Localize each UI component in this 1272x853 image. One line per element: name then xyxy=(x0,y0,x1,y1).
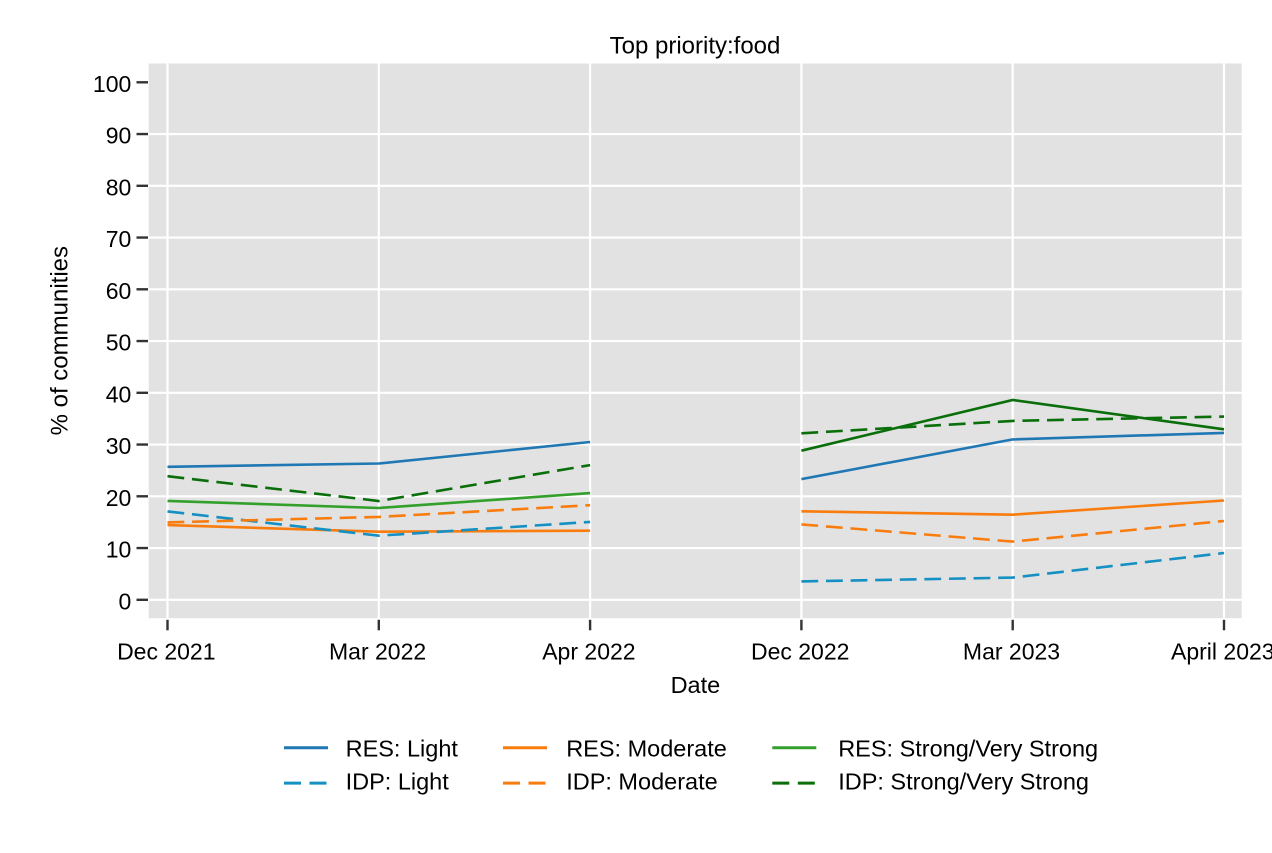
svg-text:Dec 2022: Dec 2022 xyxy=(751,639,849,665)
svg-text:Mar 2022: Mar 2022 xyxy=(329,639,426,665)
svg-text:0: 0 xyxy=(119,588,132,614)
svg-text:Mar 2023: Mar 2023 xyxy=(963,639,1060,665)
svg-text:Top priority:food: Top priority:food xyxy=(610,32,781,59)
svg-text:90: 90 xyxy=(106,123,132,149)
svg-text:IDP: Light: IDP: Light xyxy=(346,769,450,795)
svg-text:40: 40 xyxy=(106,381,132,407)
svg-text:10: 10 xyxy=(106,537,132,563)
svg-text:% of communities: % of communities xyxy=(47,246,74,435)
svg-text:50: 50 xyxy=(106,330,132,356)
svg-text:RES: Light: RES: Light xyxy=(346,736,459,762)
svg-text:Apr 2022: Apr 2022 xyxy=(542,639,635,665)
svg-text:April 2023: April 2023 xyxy=(1171,639,1272,665)
svg-text:100: 100 xyxy=(93,71,131,97)
svg-text:Date: Date xyxy=(671,672,721,698)
svg-text:20: 20 xyxy=(106,485,132,511)
svg-text:RES: Strong/Very Strong: RES: Strong/Very Strong xyxy=(838,736,1098,762)
svg-text:RES: Moderate: RES: Moderate xyxy=(566,736,727,762)
svg-text:IDP: Strong/Very Strong: IDP: Strong/Very Strong xyxy=(838,769,1089,795)
svg-text:Dec 2021: Dec 2021 xyxy=(117,639,215,665)
svg-text:80: 80 xyxy=(106,174,132,200)
svg-text:60: 60 xyxy=(106,278,132,304)
svg-text:IDP: Moderate: IDP: Moderate xyxy=(566,769,718,795)
svg-text:30: 30 xyxy=(106,433,132,459)
svg-text:70: 70 xyxy=(106,226,132,252)
